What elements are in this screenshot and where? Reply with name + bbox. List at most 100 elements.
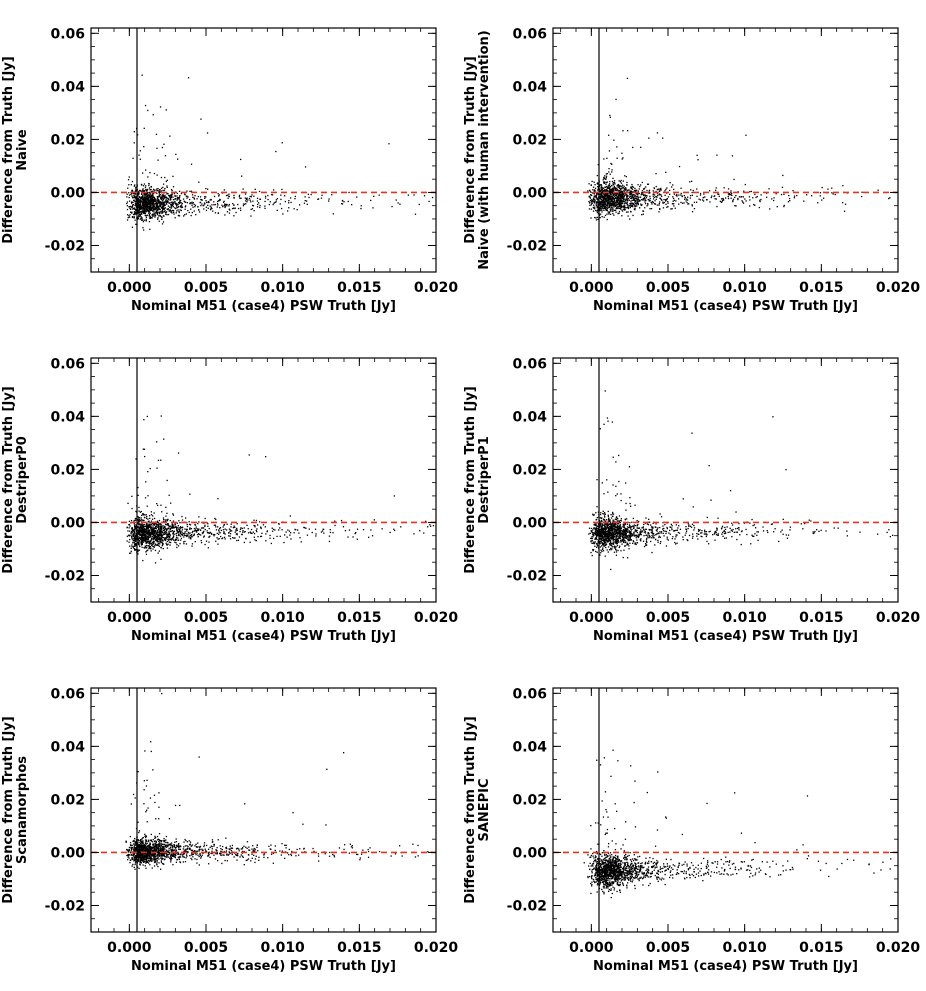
scatter-point [393,528,395,530]
scatter-point [135,189,137,191]
x-tick-label: 0.005 [646,280,690,296]
scatter-point [812,532,814,535]
scatter-point [161,218,163,220]
scatter-point [619,202,621,204]
scatter-point [610,213,612,215]
scatter-point [163,195,165,197]
scatter-point [288,202,290,204]
scatter-point [159,543,161,545]
scatter-point [633,535,635,537]
scatter-point [156,520,159,522]
scatter-point [691,180,693,182]
scatter-point [142,513,144,515]
scatter-point [612,194,615,196]
scatter-point [290,532,292,534]
scatter-point [126,196,128,198]
scatter-point [154,533,156,535]
scatter-point [204,525,206,527]
scatter-point [606,190,608,192]
scatter-point [154,527,156,529]
scatter-point [141,219,143,221]
scatter-point [180,192,183,195]
scatter-point [133,192,135,195]
scatter-point [187,209,189,212]
scatter-point [605,206,608,208]
scatter-point [423,532,425,534]
scatter-point [159,536,161,538]
scatter-point [678,198,680,200]
scatter-point [152,522,154,524]
scatter-point [788,197,791,200]
scatter-point [170,211,172,213]
scatter-point [615,98,617,101]
scatter-point [143,200,146,202]
scatter-point [172,531,175,533]
scatter-point [162,201,164,203]
x-tick-label: 0.010 [723,280,768,296]
scatter-point [612,198,614,201]
scatter-point [620,187,622,190]
scatter-points [587,77,897,221]
scatter-point [595,209,597,212]
scatter-point [599,194,601,196]
scatter-point [167,518,169,520]
scatter-point [618,198,620,200]
scatter-point [145,528,148,530]
scatter-point [621,193,623,195]
scatter-point [656,194,659,196]
scatter-point [662,137,664,139]
scatter-point [174,541,176,543]
scatter-point [140,216,142,218]
scatter-point [597,183,599,185]
scatter-point [618,537,620,540]
scatter-point [264,526,266,528]
scatter-point [609,201,611,203]
scatter-point [135,203,137,205]
scatter-point [614,532,616,534]
scatter-point [652,195,654,197]
scatter-point [250,532,252,534]
scatter-point [708,465,710,467]
scatter-point [139,150,141,152]
scatter-point [625,187,627,189]
scatter-point [141,527,143,529]
scatter-point [191,532,193,534]
scatter-point [177,525,179,527]
scatter-point [155,204,157,206]
scatter-point [193,210,195,212]
scatter-point [186,190,188,192]
scatter-point [172,514,175,516]
scatter-point [154,539,157,541]
scatter-point [146,529,148,531]
scatter-point [165,533,167,535]
scatter-point [181,533,184,535]
scatter-point [131,206,133,209]
scatter-point [148,529,150,531]
scatter-point [432,525,435,527]
scatter-point [193,203,195,206]
scatter-point [131,202,133,204]
scatter-point [135,212,137,215]
scatter-point [132,216,134,218]
scatter-point [142,188,144,190]
scatter-point [592,198,594,200]
scatter-point [631,526,633,528]
scatter-point [768,188,770,190]
scatter-point [315,533,317,535]
scatter-point [129,525,131,527]
scatter-point [170,530,172,533]
scatter-point [192,206,194,208]
scatter-point [620,203,622,205]
scatter-point [612,210,614,212]
scatter-point [175,525,177,528]
scatter-point [179,533,182,535]
scatter-point [592,542,594,544]
scatter-point [147,194,149,197]
scatter-point [155,539,158,541]
scatter-point [156,198,158,200]
scatter-point [645,199,647,202]
scatter-point [224,204,226,207]
scatter-point [138,506,140,509]
scatter-point [158,202,160,204]
scatter-point [156,206,159,209]
